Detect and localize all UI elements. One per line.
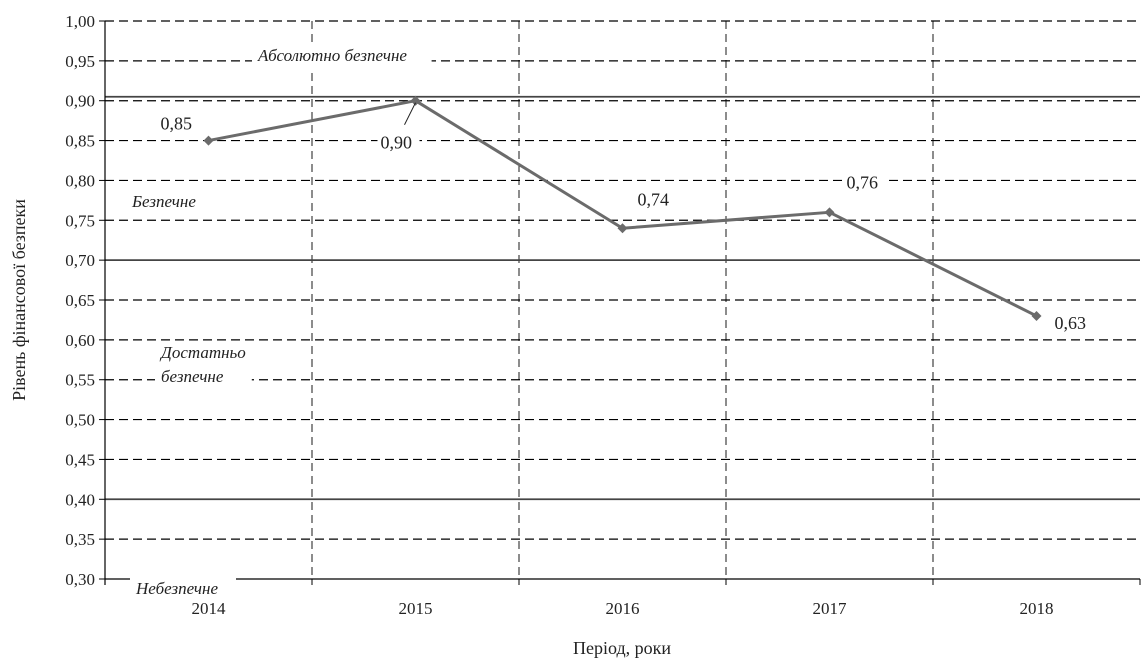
y-tick-label: 1,00	[65, 12, 95, 31]
zone-label-bg	[130, 577, 236, 601]
y-tick-label: 0,70	[65, 251, 95, 270]
axis-layer: 0,30 0,35 0,40 0,45 0,50 0,55 0,60 0,65 0,70 0,75…	[65, 12, 1141, 618]
zone-layer: Абсолютно безпечне Безпечне Достатньо безпе…	[126, 44, 432, 601]
data-label-bg	[157, 111, 200, 136]
x-tick-label: 2016	[606, 599, 640, 618]
data-label-bg	[634, 187, 677, 212]
data-label: 0,85	[161, 114, 193, 134]
data-point	[617, 223, 628, 234]
x-tick-label: 2018	[1020, 599, 1054, 618]
y-tick-label: 0,95	[65, 52, 95, 71]
data-label-bg	[377, 130, 420, 155]
y-tick-label: 0,50	[65, 411, 95, 430]
x-tick-label: 2017	[813, 599, 848, 618]
data-label-bg	[843, 170, 886, 195]
y-tick-label: 0,55	[65, 371, 95, 390]
zone-label: Абсолютно безпечне	[257, 46, 407, 65]
zone-label-bg	[126, 190, 214, 214]
x-tick-label: 2014	[192, 599, 227, 618]
y-tick-label: 0,85	[65, 132, 95, 151]
data-point	[824, 207, 835, 218]
x-axis-title: Період, роки	[573, 638, 671, 658]
y-axis-title: Рівень фінансової безпеки	[9, 199, 29, 401]
y-tick-label: 0,45	[65, 450, 95, 469]
zone-label: Достатньо безпечне	[159, 343, 246, 386]
data-point	[1031, 310, 1042, 321]
y-tick-label: 0,65	[65, 291, 95, 310]
threshold-layer	[105, 95, 1140, 501]
y-tick-label: 0,60	[65, 331, 95, 350]
data-point	[410, 95, 421, 106]
y-tick-label: 0,30	[65, 570, 95, 589]
data-label-bg	[1051, 310, 1094, 335]
label-layer: 0,85 0,90 0,74 0,76 0,63	[157, 102, 1094, 335]
grid-layer	[105, 20, 1140, 579]
zone-label: Небезпечне	[135, 579, 218, 598]
data-point	[203, 135, 214, 146]
zone-label: Безпечне	[131, 192, 196, 211]
data-label-leader	[404, 102, 416, 125]
series-layer	[203, 95, 1042, 321]
y-tick-label: 0,90	[65, 92, 95, 111]
y-tick-label: 0,35	[65, 530, 95, 549]
series-line	[208, 99, 1038, 318]
y-tick-label: 0,40	[65, 490, 95, 509]
data-label: 0,90	[381, 133, 413, 153]
zone-label-bg	[155, 341, 252, 389]
y-tick-label: 0,75	[65, 211, 95, 230]
x-tick-label: 2015	[399, 599, 433, 618]
y-tick-label: 0,80	[65, 171, 95, 190]
data-label: 0,74	[638, 189, 670, 209]
data-label: 0,63	[1055, 313, 1087, 333]
data-label: 0,76	[847, 172, 879, 192]
zone-label-bg	[252, 44, 432, 68]
